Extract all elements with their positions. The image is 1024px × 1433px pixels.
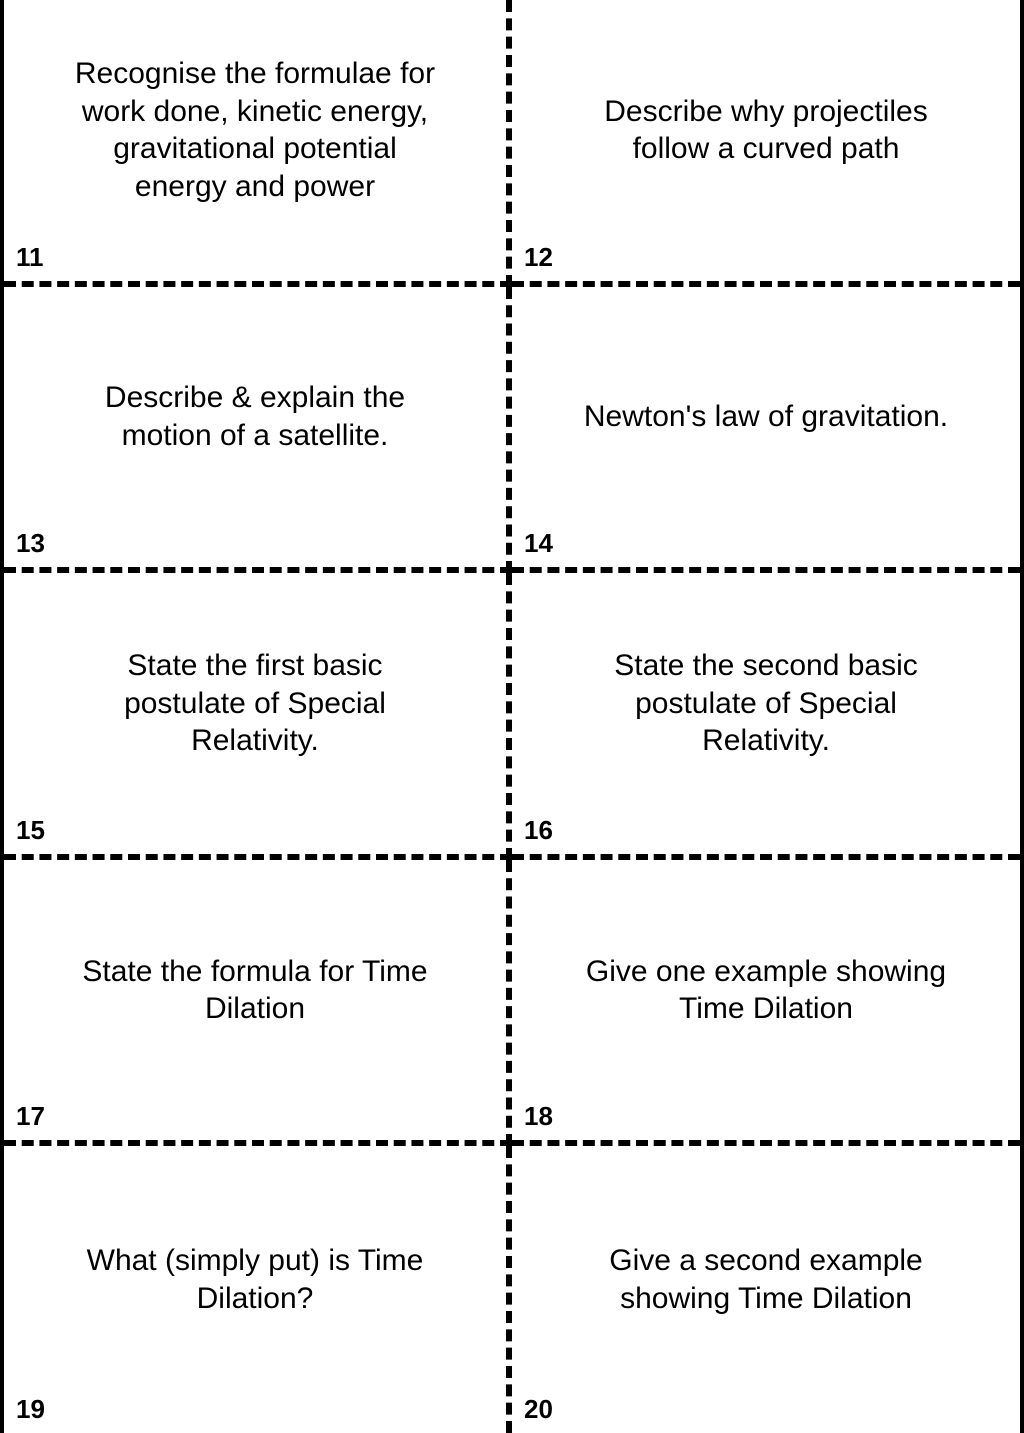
card-number: 13 [16,528,45,559]
card-14: Newton's law of gravitation. 14 [512,287,1020,574]
card-16: State the second basic postulate of Spec… [512,573,1020,860]
card-number: 19 [16,1394,45,1425]
card-text: Recognise the formulae for work done, ki… [65,55,445,205]
card-number: 14 [524,528,553,559]
card-11: Recognise the formulae for work done, ki… [4,0,512,287]
card-number: 18 [524,1101,553,1132]
card-text: State the formula for Time Dilation [65,953,445,1028]
card-text: What (simply put) is Time Dilation? [65,1242,445,1317]
card-number: 20 [524,1394,553,1425]
card-19: What (simply put) is Time Dilation? 19 [4,1146,512,1433]
card-text: Newton's law of gravitation. [584,398,948,436]
card-20: Give a second example showing Time Dilat… [512,1146,1020,1433]
card-text: Describe & explain the motion of a satel… [65,379,445,454]
card-15: State the first basic postulate of Speci… [4,573,512,860]
card-number: 12 [524,242,553,273]
flashcard-grid: Recognise the formulae for work done, ki… [0,0,1024,1433]
card-number: 11 [16,242,44,273]
card-number: 15 [16,815,45,846]
card-text: State the first basic postulate of Speci… [65,647,445,760]
card-17: State the formula for Time Dilation 17 [4,860,512,1147]
card-number: 16 [524,815,553,846]
card-12: Describe why projectiles follow a curved… [512,0,1020,287]
card-text: Give one example showing Time Dilation [573,953,958,1028]
card-13: Describe & explain the motion of a satel… [4,287,512,574]
card-text: Give a second example showing Time Dilat… [573,1242,958,1317]
card-number: 17 [16,1101,45,1132]
card-text: Describe why projectiles follow a curved… [573,93,958,168]
card-18: Give one example showing Time Dilation 1… [512,860,1020,1147]
card-text: State the second basic postulate of Spec… [573,647,958,760]
